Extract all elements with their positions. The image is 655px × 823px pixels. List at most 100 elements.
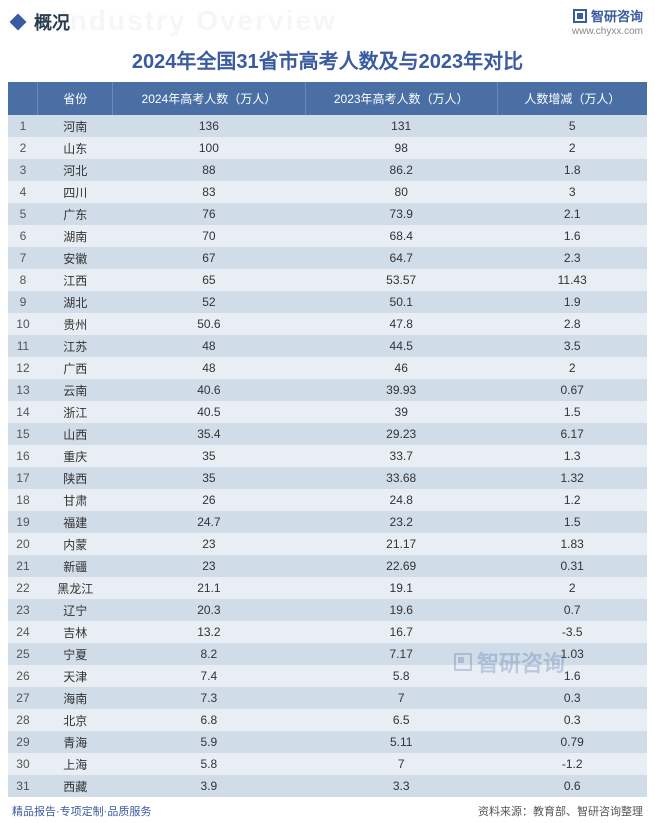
cell-2023: 46 bbox=[305, 357, 497, 379]
table-row: 19福建24.723.21.5 bbox=[8, 511, 647, 533]
cell-index: 26 bbox=[8, 665, 38, 687]
table-row: 2山东100982 bbox=[8, 137, 647, 159]
cell-province: 山东 bbox=[38, 137, 113, 159]
col-header-province: 省份 bbox=[38, 82, 113, 115]
cell-index: 22 bbox=[8, 577, 38, 599]
cell-province: 吉林 bbox=[38, 621, 113, 643]
table-row: 28北京6.86.50.3 bbox=[8, 709, 647, 731]
table-body: 1河南13613152山东1009823河北8886.21.84四川838035… bbox=[8, 115, 647, 797]
cell-index: 15 bbox=[8, 423, 38, 445]
cell-province: 甘肃 bbox=[38, 489, 113, 511]
cell-index: 6 bbox=[8, 225, 38, 247]
cell-province: 内蒙 bbox=[38, 533, 113, 555]
brand-url: www.chyxx.com bbox=[572, 26, 643, 37]
cell-2023: 23.2 bbox=[305, 511, 497, 533]
table-row: 21新疆2322.690.31 bbox=[8, 555, 647, 577]
table-row: 30上海5.87-1.2 bbox=[8, 753, 647, 775]
table-row: 1河南1361315 bbox=[8, 115, 647, 137]
cell-2023: 33.68 bbox=[305, 467, 497, 489]
cell-diff: 2.8 bbox=[497, 313, 647, 335]
cell-diff: 1.3 bbox=[497, 445, 647, 467]
table-row: 18甘肃2624.81.2 bbox=[8, 489, 647, 511]
cell-index: 4 bbox=[8, 181, 38, 203]
cell-diff: 0.6 bbox=[497, 775, 647, 797]
cell-index: 13 bbox=[8, 379, 38, 401]
cell-diff: 1.6 bbox=[497, 225, 647, 247]
cell-diff: 3 bbox=[497, 181, 647, 203]
brand-name: 智研咨询 bbox=[591, 6, 643, 25]
footer-right: 资料来源：教育部、智研咨询整理 bbox=[478, 803, 643, 819]
page-header: 概况 智研咨询 www.chyxx.com bbox=[0, 0, 655, 39]
cell-2024: 23 bbox=[113, 533, 305, 555]
cell-2024: 6.8 bbox=[113, 709, 305, 731]
cell-index: 17 bbox=[8, 467, 38, 489]
cell-province: 江苏 bbox=[38, 335, 113, 357]
cell-2024: 83 bbox=[113, 181, 305, 203]
cell-diff: 5 bbox=[497, 115, 647, 137]
cell-2023: 16.7 bbox=[305, 621, 497, 643]
cell-province: 山西 bbox=[38, 423, 113, 445]
cell-2023: 7 bbox=[305, 753, 497, 775]
table-row: 4四川83803 bbox=[8, 181, 647, 203]
cell-province: 福建 bbox=[38, 511, 113, 533]
header-right: 智研咨询 www.chyxx.com bbox=[572, 6, 643, 37]
cell-province: 浙江 bbox=[38, 401, 113, 423]
cell-diff: 1.83 bbox=[497, 533, 647, 555]
cell-province: 广西 bbox=[38, 357, 113, 379]
cell-index: 20 bbox=[8, 533, 38, 555]
table-row: 9湖北5250.11.9 bbox=[8, 291, 647, 313]
table-row: 15山西35.429.236.17 bbox=[8, 423, 647, 445]
cell-index: 28 bbox=[8, 709, 38, 731]
cell-province: 河南 bbox=[38, 115, 113, 137]
cell-index: 14 bbox=[8, 401, 38, 423]
cell-2023: 64.7 bbox=[305, 247, 497, 269]
table-row: 11江苏4844.53.5 bbox=[8, 335, 647, 357]
cell-index: 8 bbox=[8, 269, 38, 291]
cell-2023: 29.23 bbox=[305, 423, 497, 445]
cell-2024: 40.6 bbox=[113, 379, 305, 401]
diamond-icon bbox=[10, 13, 27, 30]
cell-index: 21 bbox=[8, 555, 38, 577]
cell-2023: 53.57 bbox=[305, 269, 497, 291]
table-container: 省份 2024年高考人数（万人） 2023年高考人数（万人） 人数增减（万人） … bbox=[0, 82, 655, 797]
cell-index: 7 bbox=[8, 247, 38, 269]
cell-diff: 0.31 bbox=[497, 555, 647, 577]
cell-2024: 88 bbox=[113, 159, 305, 181]
cell-province: 海南 bbox=[38, 687, 113, 709]
table-row: 17陕西3533.681.32 bbox=[8, 467, 647, 489]
table-row: 10贵州50.647.82.8 bbox=[8, 313, 647, 335]
cell-2023: 50.1 bbox=[305, 291, 497, 313]
cell-province: 宁夏 bbox=[38, 643, 113, 665]
table-row: 6湖南7068.41.6 bbox=[8, 225, 647, 247]
cell-diff: 0.7 bbox=[497, 599, 647, 621]
cell-diff: -3.5 bbox=[497, 621, 647, 643]
cell-2023: 7 bbox=[305, 687, 497, 709]
cell-province: 湖北 bbox=[38, 291, 113, 313]
col-header-2023: 2023年高考人数（万人） bbox=[305, 82, 497, 115]
cell-2023: 39 bbox=[305, 401, 497, 423]
cell-index: 27 bbox=[8, 687, 38, 709]
cell-2024: 52 bbox=[113, 291, 305, 313]
cell-2024: 21.1 bbox=[113, 577, 305, 599]
cell-index: 10 bbox=[8, 313, 38, 335]
cell-diff: 0.67 bbox=[497, 379, 647, 401]
cell-2023: 24.8 bbox=[305, 489, 497, 511]
table-row: 22黑龙江21.119.12 bbox=[8, 577, 647, 599]
table-row: 31西藏3.93.30.6 bbox=[8, 775, 647, 797]
header-left: 概况 bbox=[12, 9, 70, 35]
cell-index: 1 bbox=[8, 115, 38, 137]
table-row: 5广东7673.92.1 bbox=[8, 203, 647, 225]
cell-diff: 2.3 bbox=[497, 247, 647, 269]
table-row: 7安徽6764.72.3 bbox=[8, 247, 647, 269]
brand-logo: 智研咨询 bbox=[572, 6, 643, 25]
table-row: 13云南40.639.930.67 bbox=[8, 379, 647, 401]
table-row: 24吉林13.216.7-3.5 bbox=[8, 621, 647, 643]
cell-2024: 65 bbox=[113, 269, 305, 291]
logo-icon bbox=[573, 9, 587, 23]
cell-2023: 73.9 bbox=[305, 203, 497, 225]
footer-left: 精品报告·专项定制·品质服务 bbox=[12, 803, 151, 819]
cell-2024: 23 bbox=[113, 555, 305, 577]
cell-index: 11 bbox=[8, 335, 38, 357]
cell-diff: 1.2 bbox=[497, 489, 647, 511]
cell-index: 29 bbox=[8, 731, 38, 753]
